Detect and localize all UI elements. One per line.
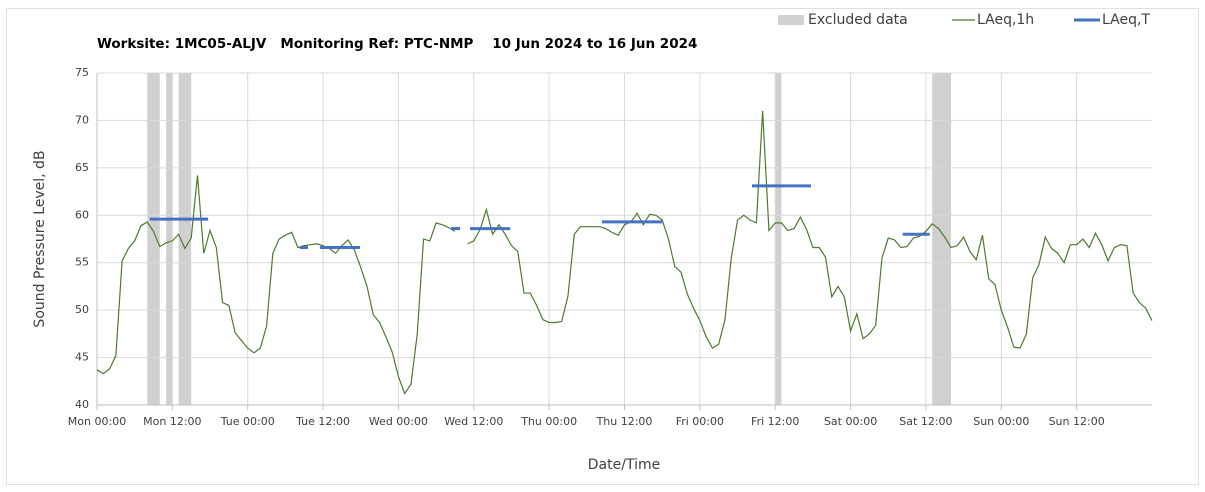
x-tick-label: Sat 00:00 bbox=[824, 415, 877, 428]
y-tick-label: 60 bbox=[75, 208, 89, 221]
y-tick-label: 45 bbox=[75, 351, 89, 364]
legend-swatch bbox=[778, 15, 804, 25]
y-tick-label: 55 bbox=[75, 256, 89, 269]
x-tick-label: Sun 00:00 bbox=[973, 415, 1029, 428]
y-tick-label: 70 bbox=[75, 113, 89, 126]
y-tick-label: 65 bbox=[75, 161, 89, 174]
x-tick-label: Tue 00:00 bbox=[220, 415, 275, 428]
excluded-band bbox=[166, 73, 173, 405]
y-axis-label: Sound Pressure Level, dB bbox=[32, 150, 48, 327]
y-tick-label: 40 bbox=[75, 398, 89, 411]
x-tick-label: Tue 12:00 bbox=[295, 415, 350, 428]
x-tick-label: Thu 00:00 bbox=[520, 415, 577, 428]
x-tick-label: Thu 12:00 bbox=[596, 415, 653, 428]
excluded-band bbox=[932, 73, 952, 405]
line-series bbox=[467, 110, 1153, 349]
excluded-band bbox=[147, 73, 160, 405]
x-axis-label: Date/Time bbox=[588, 457, 660, 473]
x-tick-label: Fri 12:00 bbox=[751, 415, 799, 428]
legend-label: Excluded data bbox=[808, 12, 908, 28]
legend-label: LAeq,T bbox=[1102, 12, 1150, 28]
x-tick-label: Sat 12:00 bbox=[899, 415, 952, 428]
y-tick-label: 75 bbox=[75, 66, 89, 79]
excluded-band bbox=[178, 73, 192, 405]
y-tick-label: 50 bbox=[75, 303, 89, 316]
line-series bbox=[96, 175, 456, 395]
x-tick-label: Sun 12:00 bbox=[1049, 415, 1105, 428]
x-tick-label: Wed 12:00 bbox=[444, 415, 503, 428]
legend-label: LAeq,1h bbox=[977, 12, 1034, 28]
x-tick-label: Mon 00:00 bbox=[68, 415, 126, 428]
x-tick-label: Fri 00:00 bbox=[676, 415, 724, 428]
x-tick-label: Wed 00:00 bbox=[369, 415, 428, 428]
x-tick-label: Mon 12:00 bbox=[143, 415, 201, 428]
excluded-band bbox=[775, 73, 782, 405]
chart-title: Worksite: 1MC05-ALJV Monitoring Ref: PTC… bbox=[97, 36, 697, 52]
